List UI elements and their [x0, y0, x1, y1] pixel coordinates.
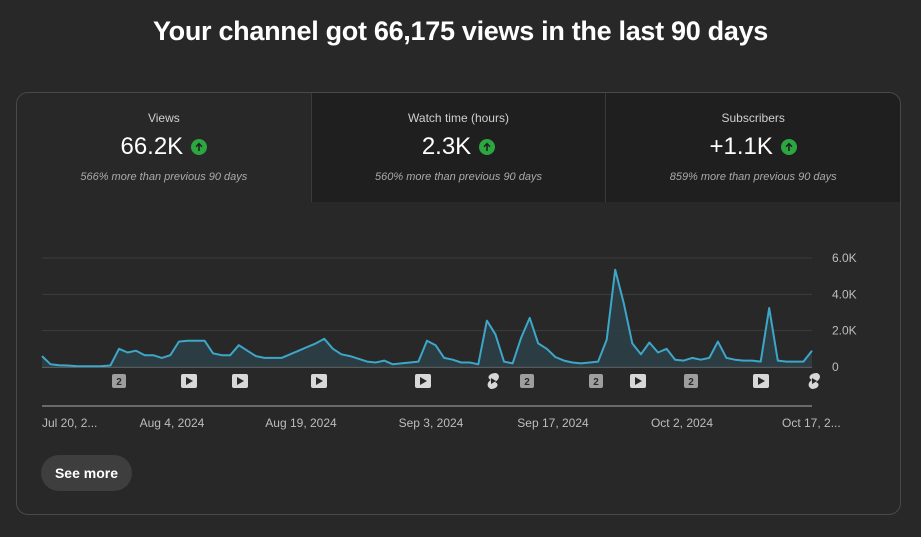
upload-count-badge: 2 — [589, 374, 603, 388]
upload-count-badge: 2 — [112, 374, 126, 388]
tab-value: 66.2K — [120, 133, 184, 160]
tab-value-row: 66.2K — [17, 133, 311, 161]
x-tick-label: Oct 17, 2... — [782, 416, 841, 430]
tab-value-row: +1.1K — [606, 133, 900, 161]
tab-change-text: 859% more than previous 90 days — [669, 171, 837, 183]
tab-value: +1.1K — [709, 133, 773, 160]
video-icon — [232, 374, 248, 388]
svg-text:2: 2 — [593, 377, 599, 388]
channel-analytics-card: Views 66.2K 566% more than previous 90 d… — [16, 92, 901, 515]
arrow-up-icon — [479, 139, 496, 155]
x-tick-label: Sep 3, 2024 — [399, 416, 464, 430]
svg-text:2: 2 — [524, 377, 530, 388]
y-tick-label: 6.0K — [832, 251, 857, 265]
shorts-icon — [487, 373, 499, 389]
video-icon — [181, 374, 197, 388]
x-tick-label: Aug 19, 2024 — [265, 416, 337, 430]
upload-count-badge: 2 — [520, 374, 534, 388]
tab-change-text: 566% more than previous 90 days — [80, 171, 248, 183]
tab-subscribers[interactable]: Subscribers +1.1K 859% more than previou… — [605, 93, 900, 202]
views-chart: 6.0K 4.0K 2.0K 0 2 2 2 2 Jul 20, 2... Aug 4, 2024… — [41, 251, 857, 430]
shorts-icon — [808, 373, 820, 389]
svg-text:2: 2 — [116, 377, 122, 388]
tab-change-text: 560% more than previous 90 days — [375, 171, 542, 183]
see-more-button[interactable]: See more — [41, 455, 132, 491]
x-tick-label: Sep 17, 2024 — [517, 416, 589, 430]
x-tick-label: Oct 2, 2024 — [651, 416, 713, 430]
tab-title: Subscribers — [721, 111, 785, 125]
metric-tabs: Views 66.2K 566% more than previous 90 d… — [17, 93, 900, 202]
svg-text:2: 2 — [688, 377, 694, 388]
x-tick-label: Aug 4, 2024 — [140, 416, 205, 430]
arrow-up-icon — [780, 139, 797, 155]
tab-title: Watch time (hours) — [408, 111, 509, 125]
views-series-line — [41, 268, 813, 368]
arrow-up-icon — [191, 139, 208, 155]
tab-views[interactable]: Views 66.2K 566% more than previous 90 d… — [17, 93, 311, 202]
tab-value-row: 2.3K — [312, 133, 606, 161]
y-tick-label: 2.0K — [832, 324, 857, 338]
upload-count-badge: 2 — [684, 374, 698, 388]
views-area — [42, 269, 812, 367]
tab-title: Views — [147, 111, 180, 125]
video-icon — [753, 374, 769, 388]
video-icon — [630, 374, 646, 388]
page-title: Your channel got 66,175 views in the las… — [152, 16, 769, 46]
x-tick-label: Jul 20, 2... — [42, 416, 97, 430]
tab-watch-time[interactable]: Watch time (hours) 2.3K 560% more than p… — [310, 93, 606, 202]
video-icon — [311, 374, 327, 388]
video-icon — [415, 374, 431, 388]
tab-value: 2.3K — [421, 133, 472, 160]
y-tick-label: 4.0K — [832, 287, 857, 301]
y-tick-label: 0 — [832, 360, 839, 374]
